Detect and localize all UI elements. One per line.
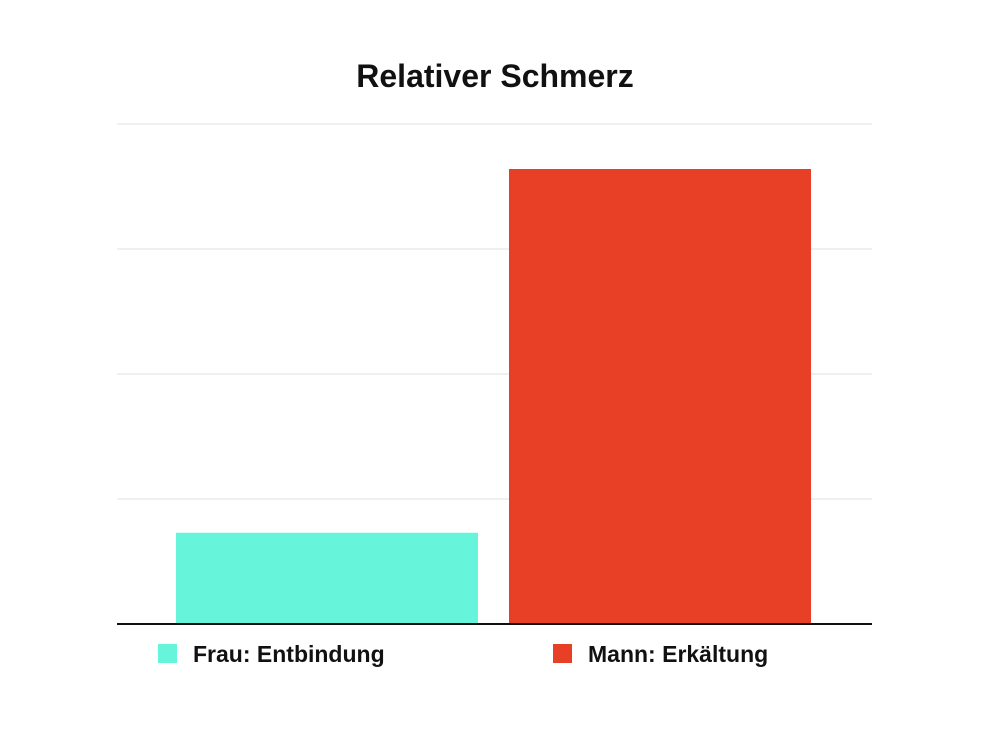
bar-frau-entbindung (176, 532, 478, 624)
bar-mann-erkaeltung (509, 169, 811, 624)
legend-swatch (158, 644, 177, 663)
legend-label: Mann: Erkältung (588, 641, 768, 667)
chart-title: Relativer Schmerz (356, 58, 634, 94)
bars (176, 169, 811, 624)
legend-label: Frau: Entbindung (193, 641, 385, 667)
legend: Frau: Entbindung Mann: Erkältung (158, 641, 768, 667)
legend-swatch (553, 644, 572, 663)
